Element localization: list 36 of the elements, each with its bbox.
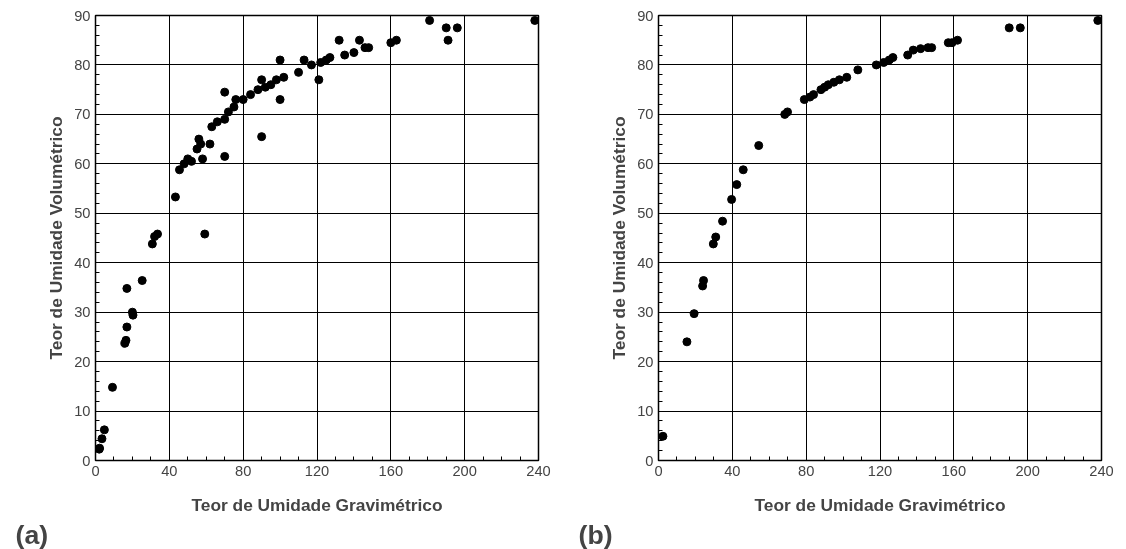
- y-tick-label: 50: [637, 205, 654, 222]
- y-tick-label: 70: [637, 106, 654, 123]
- x-tick-label: 200: [452, 462, 477, 479]
- y-tick-label: 30: [637, 304, 654, 321]
- x-tick-label: 80: [798, 462, 815, 479]
- y-axis-title: Teor de Umidade Volumétrico: [46, 116, 67, 360]
- y-tick-label: 80: [637, 56, 654, 73]
- x-tick-label: 40: [161, 462, 178, 479]
- y-tick-label: 40: [637, 254, 654, 271]
- x-tick-label: 240: [1089, 462, 1114, 479]
- x-tick-label: 200: [1015, 462, 1040, 479]
- x-tick-label: 80: [235, 462, 252, 479]
- y-tick-label: 90: [74, 7, 91, 24]
- y-tick-label: 70: [74, 106, 91, 123]
- x-axis-title: Teor de Umidade Gravimétrico: [191, 494, 443, 515]
- y-tick-label: 10: [637, 403, 654, 420]
- y-axis-title: Teor de Umidade Volumétrico: [609, 116, 630, 360]
- x-tick-label: 240: [526, 462, 551, 479]
- text: (a): [15, 519, 49, 549]
- y-tick-label: 40: [74, 254, 91, 271]
- y-tick-label: 60: [637, 155, 654, 172]
- y-tick-label: 10: [74, 403, 91, 420]
- x-axis-title: Teor de Umidade Gravimétrico: [754, 494, 1006, 515]
- y-tick-label: 60: [74, 155, 91, 172]
- text: (b): [578, 519, 613, 549]
- y-tick-label: 30: [74, 304, 91, 321]
- y-tick-label: 20: [637, 353, 654, 370]
- x-tick-label: 160: [378, 462, 404, 479]
- x-tick-label: 120: [304, 462, 330, 479]
- x-tick-label: 120: [867, 462, 893, 479]
- x-tick-label: 40: [724, 462, 741, 479]
- y-tick-label: 50: [74, 205, 91, 222]
- x-tick-label: 160: [941, 462, 967, 479]
- y-tick-label: 80: [74, 56, 91, 73]
- y-tick-label: 20: [74, 353, 91, 370]
- y-tick-label: 90: [637, 7, 654, 24]
